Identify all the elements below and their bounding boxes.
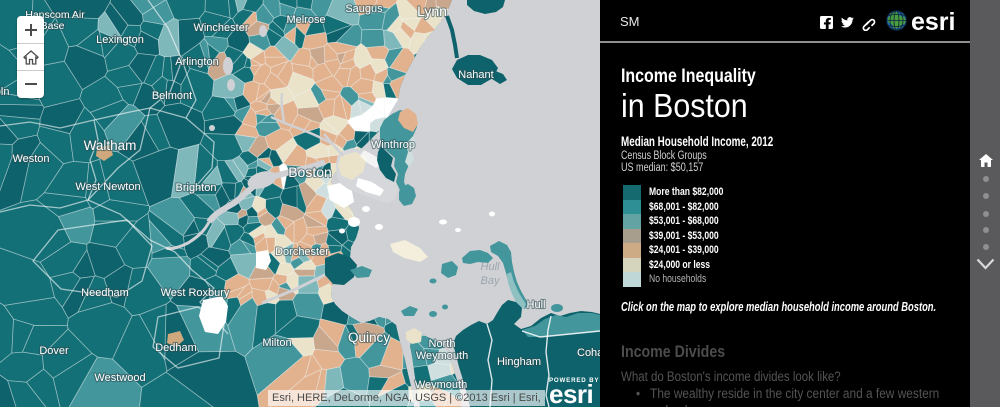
svg-text:West Newton: West Newton	[75, 181, 140, 193]
svg-text:Weymouth: Weymouth	[415, 379, 467, 391]
svg-text:Quincy: Quincy	[348, 330, 390, 345]
svg-text:Dorchester: Dorchester	[275, 246, 329, 258]
svg-text:Needham: Needham	[81, 287, 129, 299]
svg-text:Waltham: Waltham	[84, 138, 137, 153]
svg-text:Hingham: Hingham	[497, 356, 541, 368]
svg-text:Winthrop: Winthrop	[371, 139, 415, 151]
svg-text:Belmont: Belmont	[152, 90, 192, 102]
svg-text:Lincoln: Lincoln	[0, 86, 9, 98]
svg-text:Lexington: Lexington	[96, 34, 144, 46]
svg-text:Dover: Dover	[39, 345, 69, 357]
svg-text:Weymouth: Weymouth	[416, 350, 468, 362]
svg-text:Winchester: Winchester	[193, 22, 248, 34]
svg-text:Cohasset: Cohasset	[577, 347, 600, 359]
svg-text:Boston: Boston	[288, 164, 332, 180]
svg-text:Hull: Hull	[527, 299, 546, 311]
svg-text:Hull: Hull	[481, 261, 501, 273]
svg-text:Melrose: Melrose	[286, 14, 325, 26]
svg-text:North: North	[429, 338, 456, 350]
svg-text:Dedham: Dedham	[155, 342, 197, 354]
svg-text:Weston: Weston	[12, 153, 49, 165]
svg-text:Milton: Milton	[262, 337, 291, 349]
svg-text:Lynn: Lynn	[417, 3, 447, 19]
svg-text:Brighton: Brighton	[176, 182, 217, 194]
svg-text:Nahant: Nahant	[458, 69, 493, 81]
svg-text:West Roxbury: West Roxbury	[161, 287, 230, 299]
svg-text:Arlington: Arlington	[175, 56, 218, 68]
svg-text:Saugus: Saugus	[345, 3, 383, 15]
svg-text:Bay: Bay	[481, 275, 501, 287]
svg-text:Westwood: Westwood	[94, 372, 145, 384]
